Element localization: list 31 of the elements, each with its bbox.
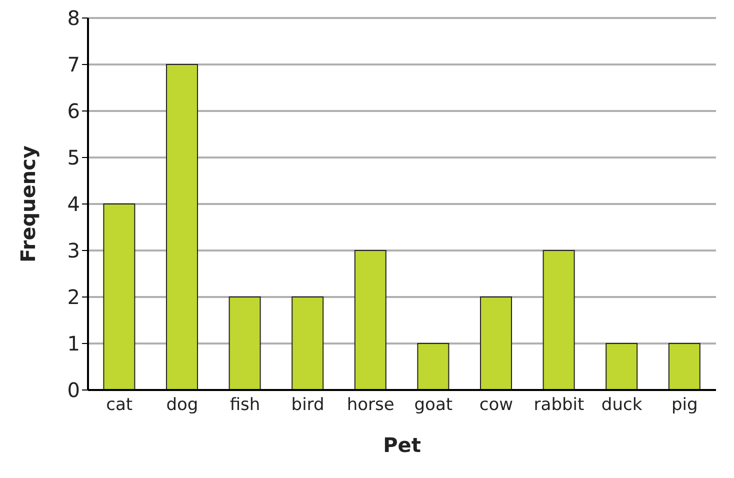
y-tick-label: 4	[67, 192, 80, 216]
x-tick-label: bird	[291, 395, 324, 416]
bar	[417, 343, 450, 390]
x-tick-label: fish	[230, 395, 260, 416]
x-tick-label: duck	[601, 395, 642, 416]
bar	[606, 343, 638, 390]
y-tick-label: 5	[67, 146, 80, 170]
y-tick-label: 7	[67, 52, 80, 77]
x-tick-label: dog	[166, 395, 198, 416]
x-axis-title: Pet	[383, 433, 422, 457]
bar	[542, 250, 575, 390]
bar	[292, 296, 324, 390]
x-tick-label: cat	[106, 395, 133, 416]
bar	[480, 296, 512, 390]
bar	[166, 64, 198, 390]
y-axis-title: Frequency	[16, 145, 40, 263]
y-tick-label: 8	[67, 6, 80, 30]
bar	[668, 343, 700, 390]
bar	[103, 204, 136, 390]
bar	[228, 296, 261, 390]
x-tick-label: cow	[479, 395, 514, 416]
y-tick-label: 0	[67, 378, 80, 402]
x-tick-label: horse	[346, 395, 394, 416]
x-tick-label: rabbit	[534, 395, 585, 416]
x-tick-label: goat	[414, 395, 453, 416]
y-tick-label: 6	[67, 99, 80, 124]
bar	[354, 250, 386, 390]
y-tick-label: 3	[67, 238, 80, 263]
y-tick-label: 2	[67, 285, 80, 310]
y-tick-label: 1	[67, 332, 80, 356]
x-tick-label: pig	[671, 395, 698, 416]
